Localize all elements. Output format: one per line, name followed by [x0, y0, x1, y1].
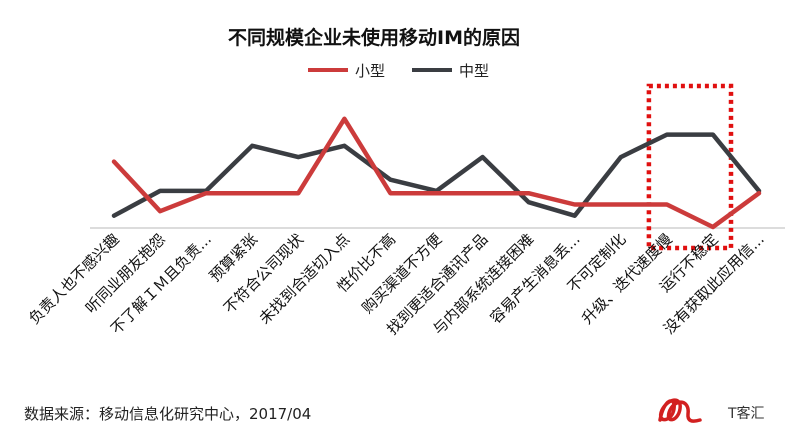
legend-label-small: 小型: [355, 62, 385, 80]
brand-logo: T客汇: [658, 398, 765, 423]
brand-logo-mark: [658, 398, 702, 423]
brand-name: T客汇: [727, 405, 765, 422]
series-layer: [111, 116, 762, 230]
series-line-medium: [111, 132, 762, 218]
x-tick-label: 听同业朋友抱怨: [82, 230, 169, 317]
x-tick-label: 不符合公司现状: [220, 230, 307, 317]
x-tick-labels: 负责人也不感兴趣听同业朋友抱怨不了解ＩＭ且负责...预算紧张不符合公司现状未找到…: [25, 230, 768, 338]
series-line-small: [111, 116, 762, 230]
x-tick-label: 购买渠道不方便: [358, 230, 445, 317]
highlight-box: [646, 83, 734, 251]
legend: 小型 中型: [308, 62, 489, 80]
source-note: 数据来源：移动信息化研究中心，2017/04: [24, 405, 311, 423]
legend-label-medium: 中型: [459, 62, 489, 80]
chart-title: 不同规模企业未使用移动IM的原因: [228, 26, 520, 49]
